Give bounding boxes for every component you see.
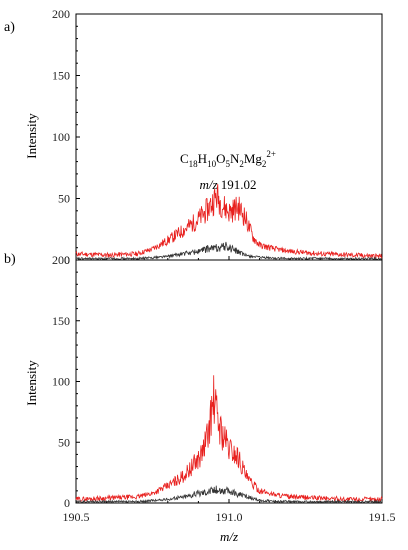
y-tick-label: 0 <box>64 253 70 267</box>
panel-b-label: b) <box>4 252 16 267</box>
x-axis-label: m/z <box>220 529 238 544</box>
x-tick-label: 191.5 <box>369 510 396 524</box>
y-tick-label: 50 <box>58 435 70 449</box>
y-tick-label: 200 <box>52 7 70 21</box>
series-line-1 <box>75 485 383 504</box>
panel-a-frame <box>75 13 383 261</box>
panel-a-label: a) <box>4 20 15 35</box>
panel-b-frame <box>75 259 383 504</box>
y-tick-label: 200 <box>52 253 70 267</box>
panel-b-y-axis-label: Intensity <box>24 360 39 406</box>
series-line-0 <box>75 375 383 504</box>
x-tick-label: 190.5 <box>63 510 90 524</box>
panel-a: a) Intensity 0 50 100 150 200 C18H10O5N2Mg22… <box>4 7 383 267</box>
y-tick-label: 50 <box>58 192 70 206</box>
series-line-1 <box>75 241 383 261</box>
panel-b-plot-area: 0 50 100 150 200 190.5 191.0 191.5 <box>52 253 396 524</box>
y-tick-label: 150 <box>52 314 70 328</box>
y-tick-label: 100 <box>52 130 70 144</box>
panel-a-plot-area: 0 50 100 150 200 <box>52 7 383 267</box>
mz-annotation: m/z 191.02 <box>199 177 256 192</box>
y-tick-label: 0 <box>64 496 70 510</box>
panel-b: b) Intensity 0 50 100 150 200 190.5 191.0 191.5… <box>4 252 396 544</box>
y-tick-label: 150 <box>52 69 70 83</box>
y-tick-label: 100 <box>52 375 70 389</box>
series-line-0 <box>75 184 383 260</box>
formula-annotation: C18H10O5N2Mg22+ <box>180 149 276 169</box>
panel-a-y-axis-label: Intensity <box>24 113 39 159</box>
x-tick-label: 191.0 <box>216 510 243 524</box>
